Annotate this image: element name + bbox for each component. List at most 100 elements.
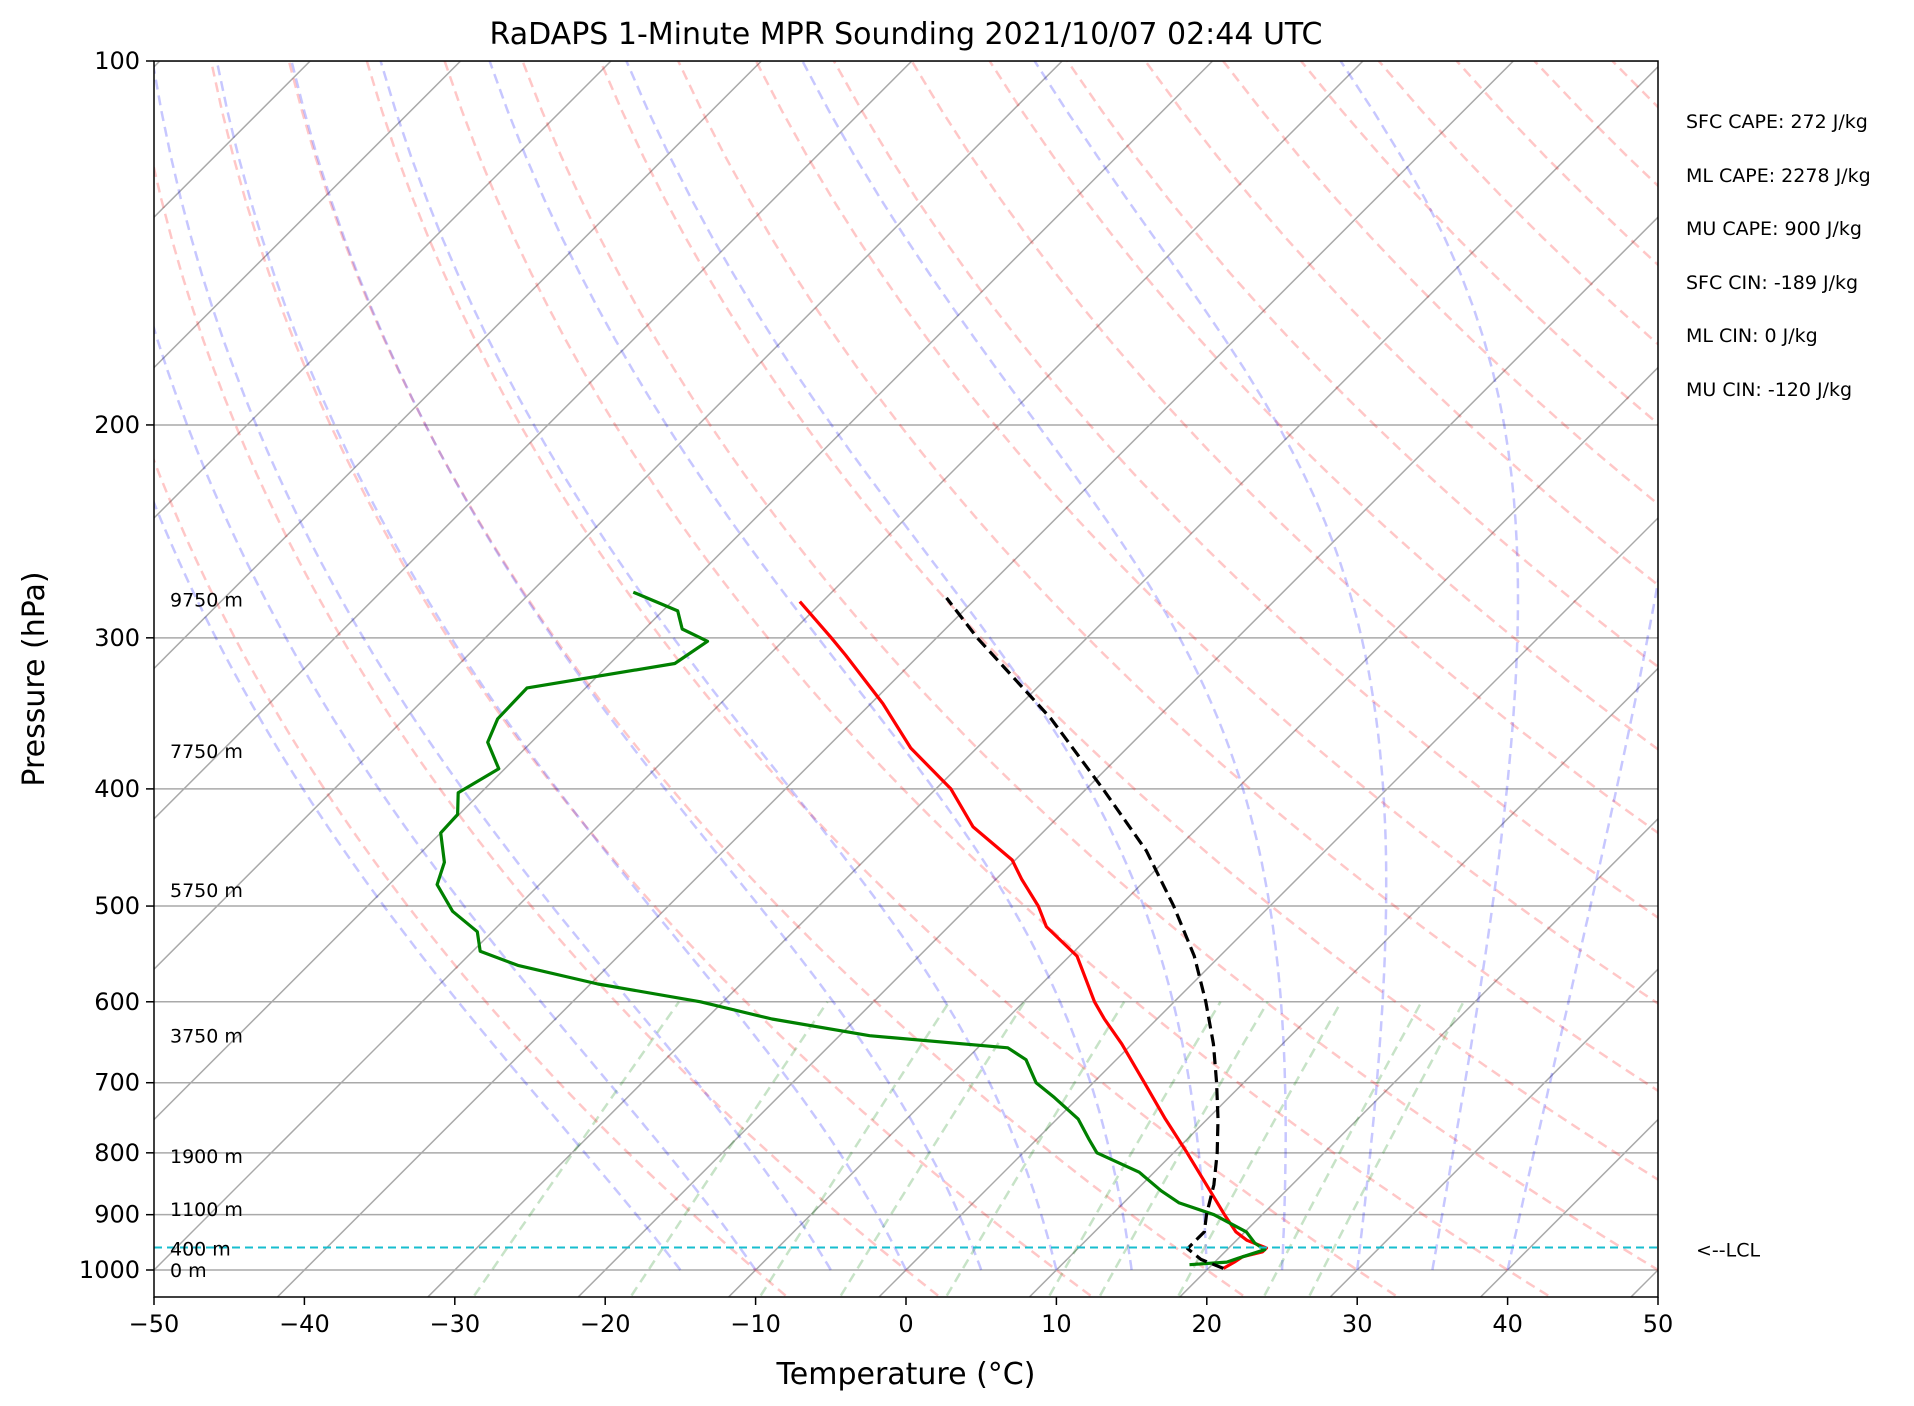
x-tick-label: −10 bbox=[730, 1310, 781, 1338]
x-axis-label: Temperature (°C) bbox=[776, 1357, 1036, 1392]
dry-adiabat bbox=[988, 61, 1658, 751]
x-tick-label: 0 bbox=[898, 1310, 913, 1338]
ml-cape-text: ML CAPE: 2278 J/kg bbox=[1686, 165, 1871, 187]
lcl-label: <--LCL bbox=[1696, 1239, 1760, 1261]
dry-adiabat bbox=[154, 457, 787, 1297]
stability-indices: SFC CAPE: 272 J/kg ML CAPE: 2278 J/kg MU… bbox=[1686, 111, 1871, 401]
mixing-ratio-line bbox=[1099, 1001, 1269, 1297]
isotherm-gridline bbox=[1329, 968, 1658, 1297]
sfc-cape-text: SFC CAPE: 272 J/kg bbox=[1686, 111, 1868, 133]
height-label: 3750 m bbox=[170, 1026, 243, 1048]
moist-adiabat bbox=[625, 61, 1209, 1271]
mu-cin-text: MU CIN: -120 J/kg bbox=[1686, 379, 1852, 401]
isotherm-gridline bbox=[154, 61, 1214, 1121]
y-axis-label: Pressure (hPa) bbox=[17, 571, 52, 786]
parcel-profile-trace bbox=[945, 596, 1224, 1270]
isotherm-gridline bbox=[878, 516, 1658, 1297]
x-tick-label: 40 bbox=[1492, 1310, 1523, 1338]
x-tick-label: −30 bbox=[429, 1310, 480, 1338]
sfc-cin-text: SFC CIN: -189 J/kg bbox=[1686, 272, 1858, 294]
isotherm-gridline bbox=[154, 61, 913, 820]
dry-adiabat bbox=[443, 61, 1549, 1297]
height-label: 7750 m bbox=[170, 741, 243, 763]
height-label: 9750 m bbox=[170, 590, 243, 612]
isotherm-gridline bbox=[1781, 61, 1914, 1297]
lcl-marker: <--LCL bbox=[154, 1239, 1760, 1261]
y-tick-label: 500 bbox=[94, 892, 140, 920]
dry-adiabat bbox=[521, 61, 1658, 1272]
moist-adiabat bbox=[215, 61, 908, 1271]
chart-title: RaDAPS 1-Minute MPR Sounding 2021/10/07 … bbox=[490, 17, 1323, 52]
y-tick-label: 700 bbox=[94, 1069, 140, 1097]
dry-adiabat bbox=[599, 61, 1658, 1182]
reference-lines bbox=[0, 61, 1914, 1297]
dry-adiabat bbox=[677, 61, 1658, 1093]
mixing-ratio-line bbox=[1263, 1001, 1423, 1297]
y-tick-label: 1000 bbox=[79, 1256, 140, 1284]
mixing-ratio-line bbox=[1177, 1001, 1343, 1297]
mixing-ratio-line bbox=[759, 1001, 951, 1297]
y-tick-label: 800 bbox=[94, 1139, 140, 1167]
isotherm-gridline bbox=[154, 61, 1364, 1272]
mixing-ratio-line bbox=[839, 1001, 1026, 1297]
mixing-ratio-line bbox=[630, 1001, 829, 1297]
height-label: 400 m bbox=[170, 1239, 231, 1261]
height-label: 5750 m bbox=[170, 880, 243, 902]
dry-adiabat bbox=[1144, 61, 1658, 587]
y-tick-label: 400 bbox=[94, 775, 140, 803]
moist-adiabat bbox=[379, 61, 1058, 1271]
mixing-ratio-line bbox=[473, 1001, 681, 1297]
isotherm-gridline bbox=[154, 61, 612, 520]
x-tick-label: −50 bbox=[129, 1310, 180, 1338]
y-tick-label: 900 bbox=[94, 1201, 140, 1229]
dry-adiabat bbox=[365, 61, 1397, 1297]
isotherm-gridline bbox=[154, 61, 762, 670]
dry-adiabat bbox=[209, 61, 1092, 1297]
height-label: 1100 m bbox=[170, 1199, 243, 1221]
isotherm-gridline bbox=[728, 366, 1658, 1297]
dry-adiabat bbox=[287, 61, 1244, 1297]
moist-adiabat bbox=[1506, 574, 1658, 1271]
y-tick-label: 300 bbox=[94, 624, 140, 652]
x-tick-label: 10 bbox=[1041, 1310, 1072, 1338]
mixing-ratio-line bbox=[1308, 1001, 1465, 1297]
ml-cin-text: ML CIN: 0 J/kg bbox=[1686, 325, 1818, 347]
x-tick-label: 30 bbox=[1342, 1310, 1373, 1338]
moist-adiabat bbox=[154, 499, 682, 1271]
x-tick-label: −20 bbox=[580, 1310, 631, 1338]
sounding-traces bbox=[435, 590, 1268, 1270]
dewpoint-trace bbox=[435, 590, 1267, 1267]
isotherm-gridline bbox=[427, 65, 1658, 1297]
plot-background bbox=[154, 61, 1658, 1297]
moist-adiabat bbox=[154, 324, 757, 1271]
y-tick-label: 200 bbox=[94, 411, 140, 439]
height-label: 0 m bbox=[170, 1260, 207, 1282]
dry-adiabat bbox=[1690, 61, 1914, 1296]
x-tick-label: 50 bbox=[1643, 1310, 1674, 1338]
moist-adiabat bbox=[1339, 61, 1520, 1271]
isotherm-gridline bbox=[276, 61, 1514, 1297]
moist-adiabat bbox=[154, 62, 832, 1271]
x-tick-label: 20 bbox=[1192, 1310, 1223, 1338]
isotherm-gridline bbox=[154, 61, 1063, 971]
y-tick-label: 600 bbox=[94, 988, 140, 1016]
moist-adiabat bbox=[290, 61, 983, 1271]
dry-adiabat bbox=[910, 61, 1658, 835]
isotherm-gridline bbox=[1179, 817, 1658, 1297]
mu-cape-text: MU CAPE: 900 J/kg bbox=[1686, 218, 1862, 240]
isotherm-gridline bbox=[0, 61, 9, 1297]
mixing-ratio-line bbox=[1048, 1001, 1222, 1297]
dry-adiabat bbox=[754, 61, 1658, 1005]
y-tick-label: 100 bbox=[94, 47, 140, 75]
mixing-ratio-line bbox=[945, 1001, 1126, 1297]
moist-adiabat bbox=[488, 61, 1133, 1271]
x-tick-label: −40 bbox=[279, 1310, 330, 1338]
moist-adiabat bbox=[801, 61, 1287, 1271]
isotherm-gridline bbox=[577, 216, 1658, 1297]
moist-adiabat bbox=[1033, 61, 1388, 1271]
dry-adiabat bbox=[154, 162, 939, 1297]
isotherm-gridline bbox=[154, 61, 462, 369]
